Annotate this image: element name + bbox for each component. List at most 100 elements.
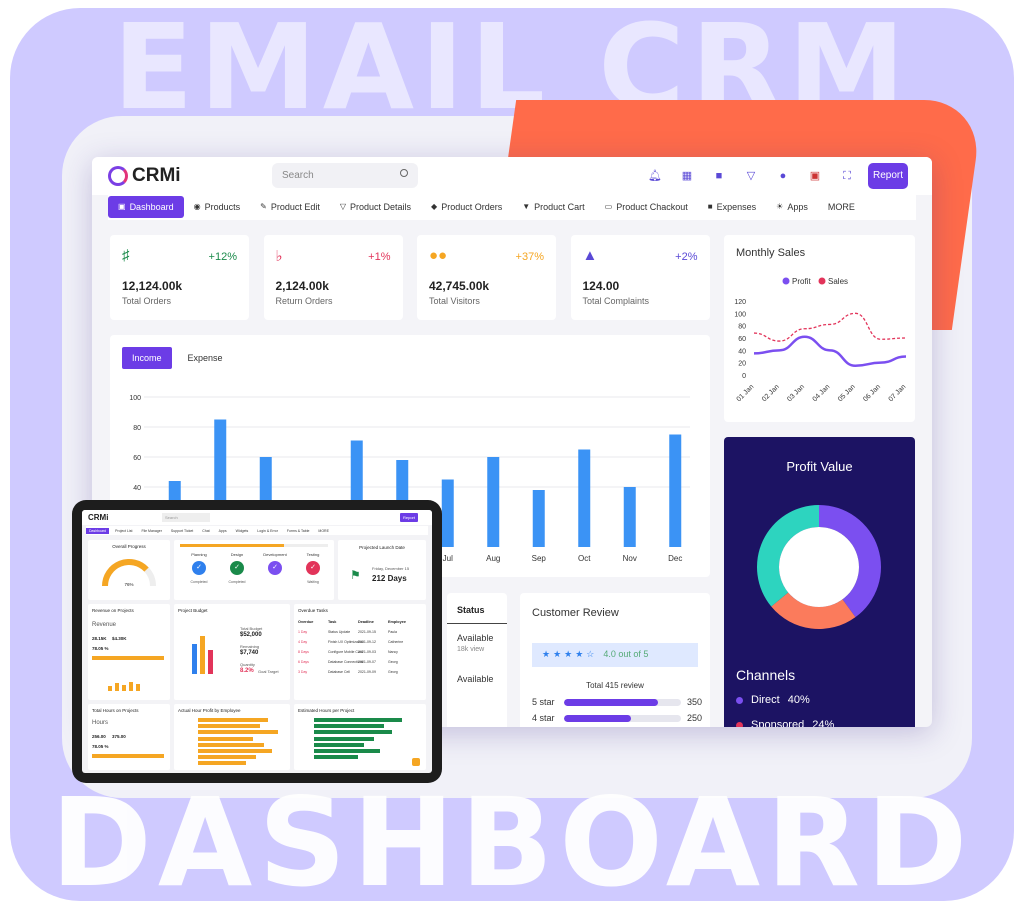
tablet-top-bar: CRMi Search Report — [82, 510, 432, 525]
tablet-nav-item[interactable]: MORE — [318, 528, 329, 533]
review-row-5-fill — [564, 698, 658, 706]
tablet-revenue-heading: Revenue — [92, 622, 117, 628]
customer-review-title: Customer Review — [532, 607, 619, 619]
nav-item-product-orders[interactable]: ◆ Product Orders — [421, 196, 512, 218]
tablet-progress-value: 76% — [124, 582, 134, 587]
tab-income[interactable]: Income — [122, 347, 172, 369]
tablet-nav: Dashboard Project List File Manager Support… — [86, 526, 428, 535]
cart-icon[interactable]: ▽ — [746, 170, 756, 182]
tablet-nav-item[interactable]: Login & Error — [257, 528, 278, 533]
stat-label: Total Complaints — [582, 296, 650, 306]
channel-direct: Direct 40% — [736, 694, 810, 706]
card-icon: ▭ — [604, 202, 613, 211]
stat-value: 2,124.00k — [275, 279, 329, 293]
tablet-search[interactable]: Search — [162, 513, 210, 522]
tablet-overdue-cell: Georg — [388, 660, 398, 664]
tablet-hbar — [198, 718, 268, 722]
income-bar-oct[interactable] — [578, 449, 591, 548]
tablet-phases: Planning ✓ Completed Design ✓ Completed Develo… — [174, 540, 334, 600]
tablet-nav-item[interactable]: Forms & Table — [286, 528, 310, 533]
document-icon[interactable]: ■ — [715, 170, 723, 182]
tablet-overdue-cell: Finish UX Optimization — [328, 640, 364, 644]
tablet-nav-item[interactable]: Chat — [202, 528, 210, 533]
nav-item-apps[interactable]: ☀ Apps — [766, 196, 818, 218]
income-bar-nov[interactable] — [623, 487, 636, 547]
cart-plus-icon: ♯ — [122, 247, 130, 264]
ms-ytick: 120 — [734, 299, 746, 306]
flag-icon[interactable]: ▣ — [809, 170, 821, 182]
tablet-nav-item[interactable]: Apps — [218, 528, 227, 533]
tablet-hours-heading: Hours — [92, 720, 109, 726]
nav-item-label: Product Orders — [441, 202, 503, 212]
status-row-1: Available — [457, 633, 494, 643]
donut-slice-1[interactable] — [819, 505, 881, 618]
income-xtick: Oct — [578, 554, 591, 563]
nav-item-label: Products — [204, 202, 241, 212]
tablet-overdue-card: Overdue Tasks Overdue Task Deadline Employe… — [294, 604, 426, 700]
grid-icon[interactable]: ▦ — [681, 170, 693, 182]
logo[interactable]: CRMi — [108, 165, 181, 187]
donut-slice-2[interactable] — [771, 592, 856, 629]
nav-item-label: Product Edit — [270, 202, 320, 212]
monthly-sales-card: Monthly Sales Profit Sales 120 100 80 60 40 20 0… — [724, 235, 915, 422]
tablet-report-button[interactable]: Report — [400, 513, 418, 522]
channel-sponsored-dot — [736, 721, 743, 727]
income-xtick: Nov — [623, 554, 637, 563]
tablet-nav-item[interactable]: Dashboard — [86, 527, 110, 534]
stat-card-1: ♯ +12% 12,124.00k Total Orders — [110, 235, 249, 320]
nav-item-product-edit[interactable]: ✎ Product Edit — [250, 196, 330, 218]
nav-item-product-cart[interactable]: ▼ Product Cart — [512, 196, 594, 218]
tablet-revenue-earned: 28.15K — [92, 636, 107, 641]
search-input[interactable]: Search — [272, 163, 418, 188]
tablet-hours-pct: 78.05 % — [92, 744, 109, 749]
tablet-hbar — [198, 724, 260, 729]
tablet-chat-fab[interactable] — [412, 758, 420, 766]
monthly-sales-title: Monthly Sales — [736, 247, 806, 259]
income-bar-jul[interactable] — [441, 479, 454, 548]
nav-item-product-chackout[interactable]: ▭ Product Chackout — [595, 196, 698, 218]
tablet-hours-title: Total Hours on Projects — [92, 708, 139, 713]
basket-icon: ▼ — [522, 202, 531, 211]
nav-item-more[interactable]: MORE — [818, 196, 865, 218]
tablet-overdue-cell: 1 Day — [298, 630, 308, 634]
tablet-nav-item[interactable]: Widgets — [235, 528, 249, 533]
tab-expense[interactable]: Expense — [187, 353, 223, 363]
chat-icon[interactable]: ● — [779, 170, 787, 182]
tablet-overdue-cell: 3 Day — [298, 670, 308, 674]
nav-item-expenses[interactable]: ■ Expenses — [698, 196, 766, 218]
report-button[interactable]: Report — [868, 163, 908, 189]
stat-change: +2% — [675, 251, 698, 263]
nav-item-label: Product Cart — [534, 202, 585, 212]
nav-item-products[interactable]: ◉ Products — [184, 196, 251, 218]
stat-label: Total Visitors — [429, 296, 480, 306]
tablet-nav-item[interactable]: Support Ticket — [170, 528, 194, 533]
stat-label: Total Orders — [122, 296, 172, 306]
channel-sponsored-label: Sponsored — [751, 719, 805, 727]
tablet-budget-total-label: Total Budget — [240, 626, 263, 631]
tablet-nav-item[interactable]: File Manager — [141, 528, 162, 533]
tablet-hours-bar — [92, 754, 164, 758]
income-ytick: 100 — [129, 395, 141, 402]
tablet-phase-check-icon: ✓ — [192, 561, 206, 575]
cart-icon: ▽ — [339, 202, 346, 211]
income-bar-dec[interactable] — [669, 434, 682, 548]
tablet-budget-remaining-label: Remaining — [240, 644, 260, 649]
nav-item-dashboard[interactable]: ▣ Dashboard — [108, 196, 184, 218]
stat-change: +37% — [515, 251, 544, 263]
tablet-budget-title: Project Budget — [178, 608, 208, 613]
donut-slice-3[interactable] — [757, 505, 819, 607]
bulb-icon: ☀ — [776, 202, 784, 211]
fullscreen-icon[interactable]: ⛶ — [843, 170, 851, 182]
nav-item-product-details[interactable]: ▽ Product Details — [330, 196, 421, 218]
users-icon: ●● — [429, 247, 448, 264]
tablet-nav-item[interactable]: Project List — [115, 528, 133, 533]
tablet-progress-title: Overall Progress — [112, 544, 146, 549]
income-bar-aug[interactable] — [487, 457, 500, 547]
tablet-overdue-cell: 6 Days — [298, 660, 309, 664]
tablet-budget-card: Project Budget Total Budget $52,000 Rema… — [174, 604, 290, 700]
ms-xtick: 01 Jan — [736, 383, 756, 403]
nav-item-label: Product Chackout — [616, 202, 688, 212]
tablet-launch-value: 212 Days — [372, 574, 407, 583]
income-bar-sep[interactable] — [532, 490, 545, 547]
bell-icon[interactable]: 🔔︎ — [648, 170, 662, 182]
